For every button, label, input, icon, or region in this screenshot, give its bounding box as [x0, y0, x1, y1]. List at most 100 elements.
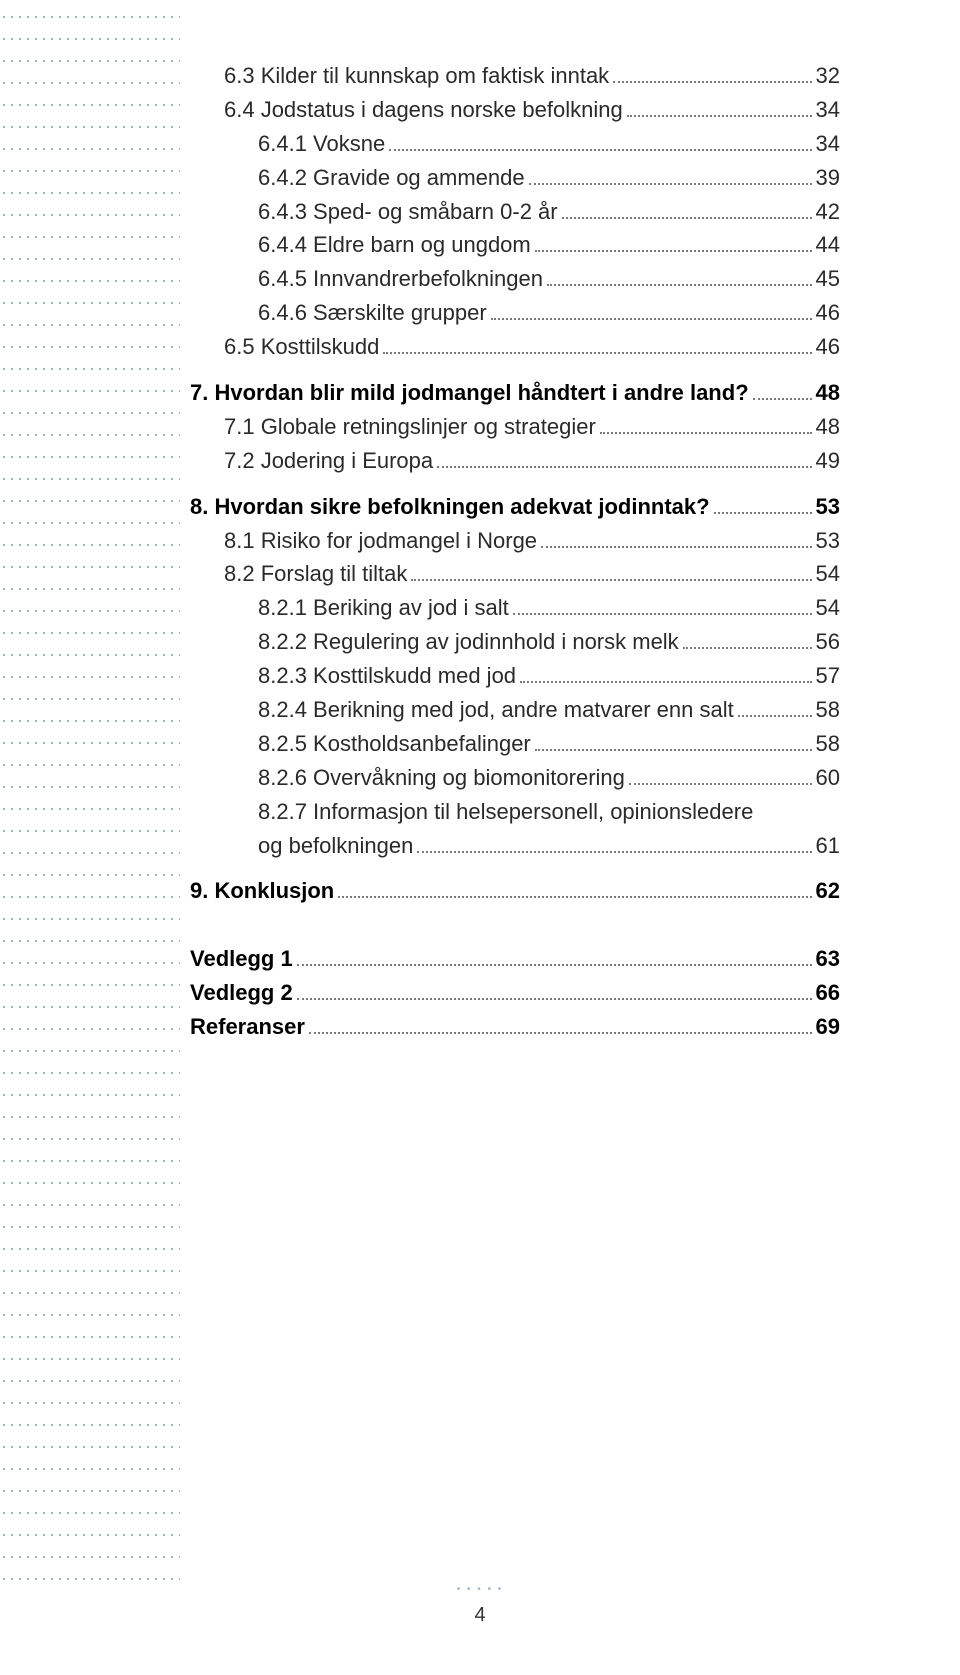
toc-leader [683, 647, 812, 649]
toc-page: 34 [816, 128, 840, 160]
footer-dots: • • • • • [457, 1584, 504, 1595]
toc-title: 8.2.5 Kostholdsanbefalinger [258, 728, 531, 760]
toc-page: 46 [816, 297, 840, 329]
toc-title: Vedlegg 2 [190, 977, 293, 1009]
toc-entry: 8.2.1 Beriking av jod i salt 54 [190, 592, 840, 624]
toc-entry: 6.3 Kilder til kunnskap om faktisk innta… [190, 60, 840, 92]
toc-entry: 6.4.1 Voksne 34 [190, 128, 840, 160]
toc-entry: 8.2.5 Kostholdsanbefalinger 58 [190, 728, 840, 760]
toc-title: 6.4.5 Innvandrerbefolkningen [258, 263, 543, 295]
toc-leader [520, 681, 811, 683]
toc-leader [411, 579, 811, 581]
toc-title: 8.2 Forslag til tiltak [224, 558, 407, 590]
toc-page: 53 [816, 491, 840, 523]
toc-leader [627, 115, 812, 117]
toc-title: 6.4 Jodstatus i dagens norske befolkning [224, 94, 623, 126]
toc-page: 46 [816, 331, 840, 363]
toc-page: 39 [816, 162, 840, 194]
toc-leader [613, 81, 811, 83]
toc-title: 7.2 Jodering i Europa [224, 445, 433, 477]
toc-entry: 8.2.7 Informasjon til helsepersonell, op… [190, 796, 840, 828]
toc-entry: 8.2.6 Overvåkning og biomonitorering 60 [190, 762, 840, 794]
toc-title: 8.2.7 Informasjon til helsepersonell, op… [258, 796, 753, 828]
toc-title: 6.4.1 Voksne [258, 128, 385, 160]
toc-title: 6.4.3 Sped- og småbarn 0-2 år [258, 196, 558, 228]
toc-title: 6.4.6 Særskilte grupper [258, 297, 487, 329]
toc-title: 8. Hvordan sikre befolkningen adekvat jo… [190, 491, 710, 523]
toc-entry: 6.4.3 Sped- og småbarn 0-2 år 42 [190, 196, 840, 228]
toc-entry: 8.1 Risiko for jodmangel i Norge 53 [190, 525, 840, 557]
table-of-contents: 6.3 Kilder til kunnskap om faktisk innta… [190, 60, 840, 1045]
toc-title: 6.3 Kilder til kunnskap om faktisk innta… [224, 60, 609, 92]
toc-entry: 7.1 Globale retningslinjer og strategier… [190, 411, 840, 443]
toc-leader [738, 715, 812, 717]
toc-leader [383, 352, 811, 354]
toc-page: 58 [816, 694, 840, 726]
page-number: 4 [0, 1604, 960, 1627]
toc-page: 60 [816, 762, 840, 794]
toc-leader [541, 546, 811, 548]
toc-title: 6.4.4 Eldre barn og ungdom [258, 229, 531, 261]
toc-leader [562, 217, 812, 219]
toc-leader [338, 896, 811, 898]
toc-entry: Vedlegg 2 66 [190, 977, 840, 1009]
toc-leader [714, 512, 812, 514]
toc-page: 61 [816, 830, 840, 862]
toc-leader [629, 783, 812, 785]
toc-leader [535, 749, 812, 751]
toc-entry: 6.4.4 Eldre barn og ungdom 44 [190, 229, 840, 261]
toc-leader [309, 1032, 812, 1034]
toc-title: Referanser [190, 1011, 305, 1043]
toc-page: 34 [816, 94, 840, 126]
toc-page: 48 [816, 377, 840, 409]
toc-page: 53 [816, 525, 840, 557]
toc-title: 7.1 Globale retningslinjer og strategier [224, 411, 596, 443]
toc-page: 62 [816, 875, 840, 907]
toc-entry: 8. Hvordan sikre befolkningen adekvat jo… [190, 491, 840, 523]
toc-page: 44 [816, 229, 840, 261]
toc-page: 66 [816, 977, 840, 1009]
toc-page: 54 [816, 558, 840, 590]
toc-entry: 6.4.2 Gravide og ammende 39 [190, 162, 840, 194]
toc-leader [389, 149, 811, 151]
toc-entry: Referanser 69 [190, 1011, 840, 1043]
toc-title: 8.2.4 Berikning med jod, andre matvarer … [258, 694, 734, 726]
toc-page: 48 [816, 411, 840, 443]
toc-entry-continuation: og befolkningen61 [190, 830, 840, 862]
toc-entry: 9. Konklusjon62 [190, 875, 840, 907]
toc-page: 57 [816, 660, 840, 692]
toc-page: 42 [816, 196, 840, 228]
toc-entry: 7. Hvordan blir mild jodmangel håndtert … [190, 377, 840, 409]
toc-leader [600, 432, 812, 434]
toc-leader [417, 851, 811, 853]
toc-entry: 8.2.2 Regulering av jodinnhold i norsk m… [190, 626, 840, 658]
toc-leader [491, 318, 812, 320]
toc-title: 8.2.1 Beriking av jod i salt [258, 592, 509, 624]
toc-leader [437, 466, 811, 468]
toc-title: 7. Hvordan blir mild jodmangel håndtert … [190, 377, 749, 409]
toc-entry: 8.2.3 Kosttilskudd med jod 57 [190, 660, 840, 692]
toc-title: 8.2.6 Overvåkning og biomonitorering [258, 762, 625, 794]
toc-page: 32 [816, 60, 840, 92]
toc-entry: 6.5 Kosttilskudd46 [190, 331, 840, 363]
toc-entry: Vedlegg 1 63 [190, 943, 840, 975]
toc-title: 6.4.2 Gravide og ammende [258, 162, 525, 194]
toc-leader [547, 284, 812, 286]
toc-leader [513, 613, 812, 615]
toc-entry: 8.2 Forslag til tiltak 54 [190, 558, 840, 590]
toc-page: 54 [816, 592, 840, 624]
toc-leader [535, 250, 812, 252]
toc-page: 58 [816, 728, 840, 760]
toc-entry: 6.4 Jodstatus i dagens norske befolkning… [190, 94, 840, 126]
toc-title: 8.2.2 Regulering av jodinnhold i norsk m… [258, 626, 679, 658]
toc-page: 63 [816, 943, 840, 975]
toc-entry: 8.2.4 Berikning med jod, andre matvarer … [190, 694, 840, 726]
toc-entry: 7.2 Jodering i Europa49 [190, 445, 840, 477]
toc-leader [297, 998, 812, 1000]
toc-title: 8.1 Risiko for jodmangel i Norge [224, 525, 537, 557]
toc-page: 56 [816, 626, 840, 658]
toc-title: 8.2.3 Kosttilskudd med jod [258, 660, 516, 692]
toc-title: Vedlegg 1 [190, 943, 293, 975]
dotted-margin-pattern [0, 0, 180, 1595]
toc-page: 69 [816, 1011, 840, 1043]
